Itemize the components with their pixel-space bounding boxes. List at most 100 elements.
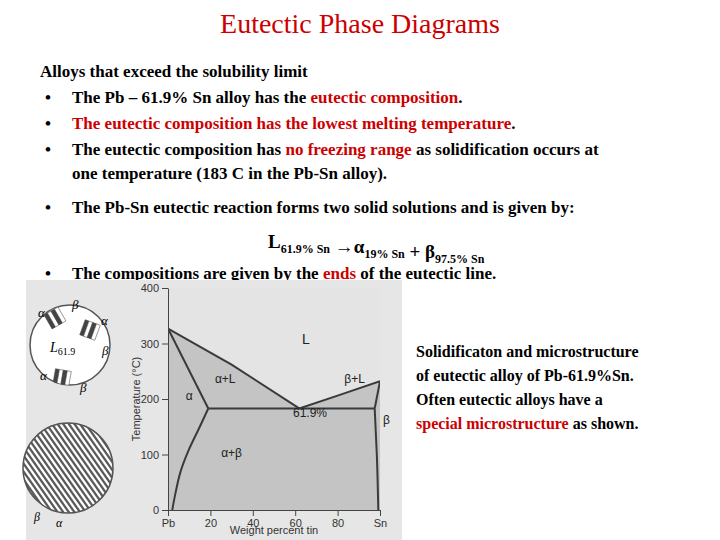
tick-label: 80: [332, 517, 344, 529]
equation-part: L: [268, 231, 281, 252]
text-run: as shown.: [569, 415, 639, 432]
equation-part: α: [354, 236, 365, 257]
caption-line: special microstructure as shown.: [416, 415, 639, 433]
plot-area: [168, 288, 380, 510]
tick: 80: [332, 510, 344, 529]
tick: 100: [141, 449, 168, 461]
phase-boundary: [208, 407, 374, 409]
lamella: [53, 394, 135, 510]
lamella: [54, 307, 65, 323]
phase-diagram: Pb20406080Sn0100200300400Weight percent …: [130, 282, 390, 536]
tick-mark: [162, 344, 168, 345]
tick-mark: [162, 399, 168, 400]
phase-boundary: [168, 329, 299, 409]
plot-marks: [168, 288, 380, 510]
tick-label: 200: [141, 393, 159, 405]
tick-mark: [338, 510, 339, 516]
tick-mark: [295, 510, 296, 516]
phase-boundary: [375, 381, 380, 408]
text-run: as solidification occurs at: [412, 140, 599, 159]
eutectic-circle-outline: [23, 423, 113, 513]
text-run: one temperature (183 C in the Pb-Sn allo…: [72, 164, 387, 183]
equation: L61.9% Sn →α19% Sn + β97.5% Sn: [268, 231, 485, 266]
tick-mark: [380, 510, 381, 516]
phase-label: β: [71, 297, 79, 312]
slide: Eutectic Phase Diagrams Alloys that excee…: [0, 0, 720, 540]
text-run: The Pb-Sn eutectic reaction forms two so…: [72, 198, 575, 217]
tick: 0: [153, 504, 168, 516]
phase-label: α: [56, 516, 63, 530]
tick: 300: [141, 338, 168, 350]
tick-label: 0: [153, 504, 159, 516]
liquid-label: L61.9: [49, 340, 75, 357]
phase-boundary: [375, 408, 379, 510]
text-run: The eutectic composition has the lowest …: [72, 114, 512, 133]
y-axis-title: Temperature (°C): [130, 357, 142, 441]
bullet-text: one temperature (183 C in the Pb-Sn allo…: [72, 164, 387, 183]
tick-label: 400: [141, 282, 159, 294]
caption: Solidificaton and microstructure of eutec…: [416, 343, 639, 433]
lamella: [57, 391, 139, 507]
tick-label: Sn: [374, 517, 387, 529]
tick-label: 300: [141, 338, 159, 350]
phase-boundary: [168, 329, 208, 409]
phase-label: β: [101, 343, 109, 358]
bullet-marker: •: [45, 140, 51, 159]
bullet-marker: •: [45, 114, 51, 133]
equation-part: →: [330, 236, 354, 257]
y-axis: 0 100 200 300 400: [141, 282, 169, 516]
phase-label: α: [38, 305, 46, 320]
phase-label: β: [79, 380, 87, 395]
lamella: [49, 397, 131, 513]
tick-mark: [162, 288, 168, 289]
x-axis-title: Weight percent tin: [230, 524, 318, 536]
equation-part: β: [425, 241, 435, 262]
region-label: α+β: [221, 446, 242, 460]
text-run: Often eutectic alloys have a: [416, 391, 603, 409]
phase-boundary: [172, 408, 208, 510]
caption-line: of eutectic alloy of Pb-61.9%Sn.: [416, 367, 634, 385]
tick: 20: [205, 510, 217, 529]
slide-body: Alloys that exceed the solubility limit •…: [40, 62, 599, 283]
liquid-label-main: L: [49, 340, 58, 355]
region-label: 61.9%: [293, 406, 327, 420]
equation-subscript: 19% Sn: [364, 247, 405, 261]
heading: Alloys that exceed the solubility limit: [40, 62, 308, 81]
tick: 400: [141, 282, 168, 294]
equation-part: +: [405, 241, 425, 262]
slide-title: Eutectic Phase Diagrams: [220, 8, 500, 39]
equation-subscript: 61.9% Sn: [281, 242, 331, 256]
equation-subscript: 97.5% Sn: [435, 252, 485, 266]
inset: αβαβαβL61.9βα: [0, 297, 158, 540]
bullet-marker: •: [45, 88, 51, 107]
text-run: .: [511, 114, 515, 133]
text-run: The eutectic composition has: [72, 140, 285, 159]
region-label: β: [383, 413, 390, 427]
phase-label: α: [40, 368, 48, 383]
text-run: The Pb – 61.9% Sn alloy has the: [72, 88, 311, 107]
region-label: α+L: [215, 372, 236, 386]
liquid-region: [168, 288, 380, 408]
axis-line: [169, 510, 381, 511]
axis-line: [168, 289, 169, 511]
phase-label: α: [101, 313, 109, 328]
text-run: eutectic composition: [311, 88, 459, 107]
region-label: β+L: [344, 372, 365, 386]
bullet-text: The eutectic composition has the lowest …: [72, 114, 516, 133]
bullet-text: The Pb – 61.9% Sn alloy has the eutectic…: [72, 88, 463, 107]
text-run: of eutectic alloy of Pb-61.9%Sn.: [416, 367, 634, 385]
text-run: Solidificaton and microstructure: [416, 343, 639, 360]
tick-mark: [168, 510, 169, 516]
tick: Sn: [374, 510, 387, 529]
nucleus: [44, 307, 66, 329]
tick-label: Pb: [162, 517, 175, 529]
tick-mark: [253, 510, 254, 516]
caption-line: Solidificaton and microstructure: [416, 343, 639, 360]
phase-boundary: [299, 381, 380, 408]
phase-label: β: [33, 510, 40, 524]
tick-mark: [162, 455, 168, 456]
text-run: .: [458, 88, 462, 107]
text-run: no freezing range: [285, 140, 412, 159]
nucleus: [53, 369, 72, 388]
caption-line: Often eutectic alloys have a: [416, 391, 603, 409]
